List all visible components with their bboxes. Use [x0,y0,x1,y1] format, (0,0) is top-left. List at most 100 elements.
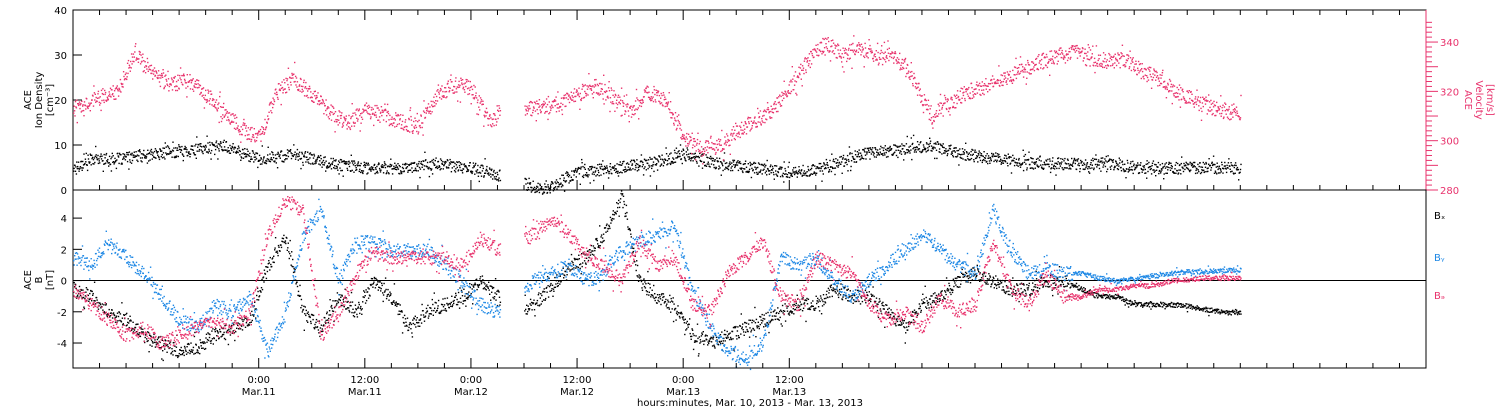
data-point [1067,163,1070,165]
data-point [364,104,366,106]
data-point [327,106,329,108]
data-point [709,137,712,139]
data-point [602,93,604,95]
data-point [121,163,123,165]
data-point [859,49,862,51]
data-point [1068,51,1070,53]
data-point [658,100,660,102]
data-point [303,79,305,81]
data-point [298,85,300,87]
data-point [949,148,952,150]
data-point [155,71,157,73]
data-point [84,104,87,107]
data-point [962,158,964,160]
data-point [715,167,718,169]
data-point [786,176,788,178]
data-point [188,151,190,153]
data-point [899,67,902,69]
data-point [574,95,576,98]
data-point [673,149,676,152]
data-point [344,118,346,120]
data-point [753,162,755,165]
data-point [634,168,636,171]
data-point [551,181,553,183]
data-point [932,148,934,150]
data-point [801,69,803,71]
data-point [866,147,868,150]
data-point [970,157,973,160]
data-point [858,48,860,50]
data-point [114,88,117,90]
data-point [225,109,227,111]
data-point [607,169,609,171]
data-point [642,101,644,104]
data-point [461,79,464,81]
data-point [362,172,364,175]
data-point [921,100,923,102]
data-point [664,96,666,98]
data-point [727,138,729,141]
data-point [848,58,851,60]
data-point [454,171,457,173]
data-point [231,149,233,152]
data-point [475,95,477,97]
data-point [332,113,334,116]
data-point [1179,169,1182,171]
data-point [718,168,720,170]
data-point [660,164,662,166]
data-point [1053,168,1056,170]
data-point [686,138,688,140]
data-point [1023,155,1025,157]
data-point [649,175,652,177]
data-point [641,98,643,101]
data-point [571,95,573,97]
data-point [1060,163,1062,165]
data-point [806,60,809,62]
data-point [564,181,567,183]
data-point [466,167,468,169]
data-point [170,152,172,155]
data-point [113,95,115,97]
data-point [726,167,729,170]
data-point [902,148,904,150]
data-point [711,157,713,159]
data-point [339,111,341,113]
data-point [316,96,318,99]
data-point [89,161,91,163]
data-point [439,158,442,160]
data-point [423,165,426,167]
data-point [1144,172,1146,174]
data-point [583,85,585,87]
data-point [375,114,377,116]
data-point [165,78,167,81]
data-point [982,89,985,91]
data-point [952,106,954,109]
data-point [769,117,771,119]
data-point [580,168,582,170]
data-point [320,102,323,104]
data-point [1103,61,1105,63]
data-point [699,152,701,155]
data-point [440,98,443,100]
data-point [903,159,905,161]
data-point [708,163,710,165]
data-point [578,167,580,169]
data-point [559,105,562,108]
data-point [1091,53,1093,55]
data-point [929,137,931,139]
data-point [95,96,97,99]
data-point [363,164,365,167]
data-point [492,171,495,173]
data-point [94,99,96,101]
data-point [440,89,442,91]
data-point [193,154,196,156]
data-point [144,66,146,68]
data-point [373,169,375,171]
data-point [369,113,371,116]
data-point [942,146,944,148]
data-point [749,164,752,167]
data-point [393,167,396,169]
data-point [1000,158,1002,161]
data-point [148,68,151,71]
data-point [92,105,95,107]
